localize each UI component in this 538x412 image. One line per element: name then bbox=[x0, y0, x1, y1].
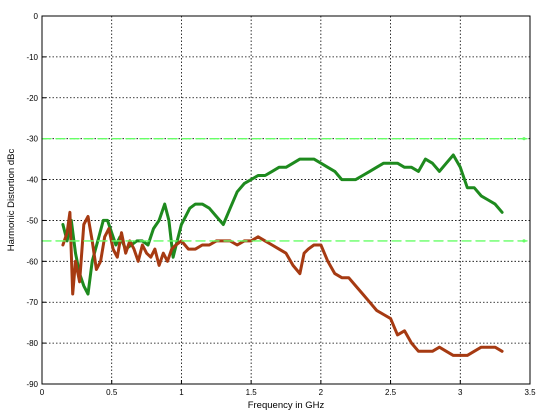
x-tick-label: 1.5 bbox=[246, 388, 258, 397]
x-tick-label: 0 bbox=[40, 388, 45, 397]
series-line-0 bbox=[61, 153, 504, 296]
y-axis-label: Harmonic Distortion dBc bbox=[6, 149, 17, 252]
y-tick-label: -90 bbox=[26, 380, 38, 389]
y-tick-label: -60 bbox=[26, 257, 38, 266]
plot-frame bbox=[41, 15, 531, 385]
x-tick-label: 2 bbox=[319, 388, 324, 397]
limit-line-marker bbox=[522, 239, 526, 243]
y-tick-label: -80 bbox=[26, 339, 38, 348]
y-tick-label: -30 bbox=[26, 135, 38, 144]
x-tick-label: 2.5 bbox=[385, 388, 397, 397]
limit-line-marker bbox=[522, 137, 526, 141]
y-tick-label: -10 bbox=[26, 53, 38, 62]
plot-area bbox=[42, 16, 530, 384]
x-axis-label: Frequency in GHz bbox=[248, 400, 325, 411]
tick-labels: 0 0.5 1 1.5 2 2.5 3 3.5 0 -10 -20 -30 -40 -50 -60 -70 -8… bbox=[26, 12, 536, 397]
x-tick-label: 3.5 bbox=[524, 388, 536, 397]
x-tick-label: 0.5 bbox=[106, 388, 118, 397]
series-layer bbox=[41, 137, 531, 357]
x-tick-label: 1 bbox=[179, 388, 184, 397]
x-tick-label: 3 bbox=[458, 388, 463, 397]
y-tick-label: -70 bbox=[26, 298, 38, 307]
y-tick-label: -40 bbox=[26, 176, 38, 185]
y-tick-label: -20 bbox=[26, 94, 38, 103]
y-tick-label: 0 bbox=[34, 12, 39, 21]
y-tick-label: -50 bbox=[26, 216, 38, 225]
